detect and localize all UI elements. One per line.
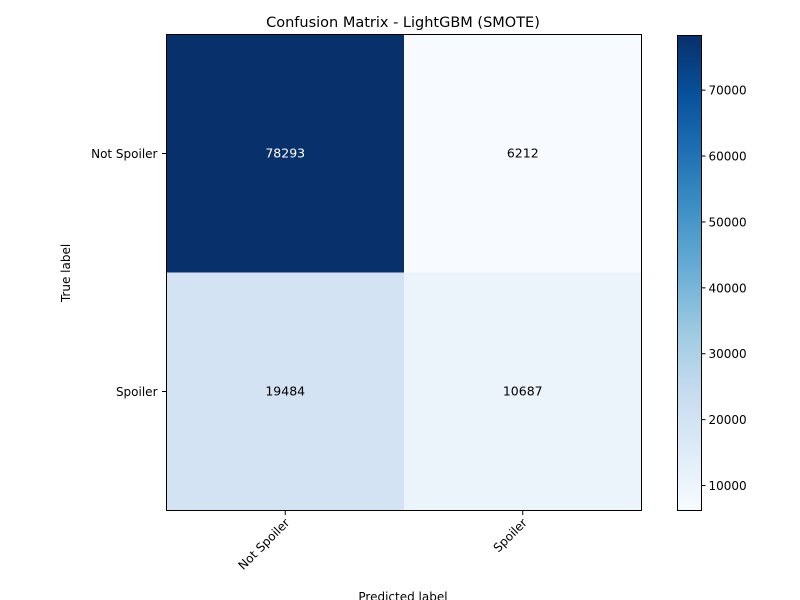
heatmap-cells: [166, 34, 642, 511]
y-tick-label-spoiler: Spoiler: [116, 385, 158, 399]
colorbar-tick-label-40000: 40000: [709, 281, 747, 295]
y-axis-label: True label: [59, 244, 73, 303]
cell-r1-c0: [166, 272, 405, 511]
cell-value-r1-c1: 10687: [503, 384, 543, 399]
colorbar-tick-label-60000: 60000: [709, 150, 747, 164]
cell-r1-c1: [404, 272, 642, 511]
colorbar-tick-label-70000: 70000: [709, 84, 747, 98]
heatmap-cell-labels: 78293 6212 19484 10687: [265, 146, 542, 399]
colorbar-tick-label-20000: 20000: [709, 413, 747, 427]
colorbar-tick-label-50000: 50000: [709, 215, 747, 229]
cell-value-r0-c1: 6212: [507, 146, 539, 161]
colorbar-tick-label-10000: 10000: [709, 479, 747, 493]
chart-title: Confusion Matrix - LightGBM (SMOTE): [266, 15, 540, 31]
x-tick-label-not-spoiler: Not Spoiler: [236, 516, 293, 573]
colorbar-tick-label-30000: 30000: [709, 347, 747, 361]
cell-value-r0-c0: 78293: [265, 146, 305, 161]
colorbar-gradient: [677, 35, 702, 511]
y-axis-ticks: Not Spoiler Spoiler: [91, 147, 167, 399]
plot-frame: [166, 34, 642, 511]
cell-r0-c1: [404, 34, 642, 273]
colorbar-ticks: 10000 20000 30000 40000 50000 60000 70000: [701, 84, 747, 493]
colorbar: 10000 20000 30000 40000 50000 60000 70000: [677, 35, 747, 511]
y-tick-label-not-spoiler: Not Spoiler: [91, 147, 157, 161]
x-axis-label: Predicted label: [358, 590, 447, 600]
x-axis-ticks: Not Spoiler Spoiler: [236, 510, 530, 573]
cell-r0-c0: [166, 34, 405, 273]
cell-value-r1-c0: 19484: [265, 384, 305, 399]
x-tick-label-spoiler: Spoiler: [491, 516, 530, 555]
